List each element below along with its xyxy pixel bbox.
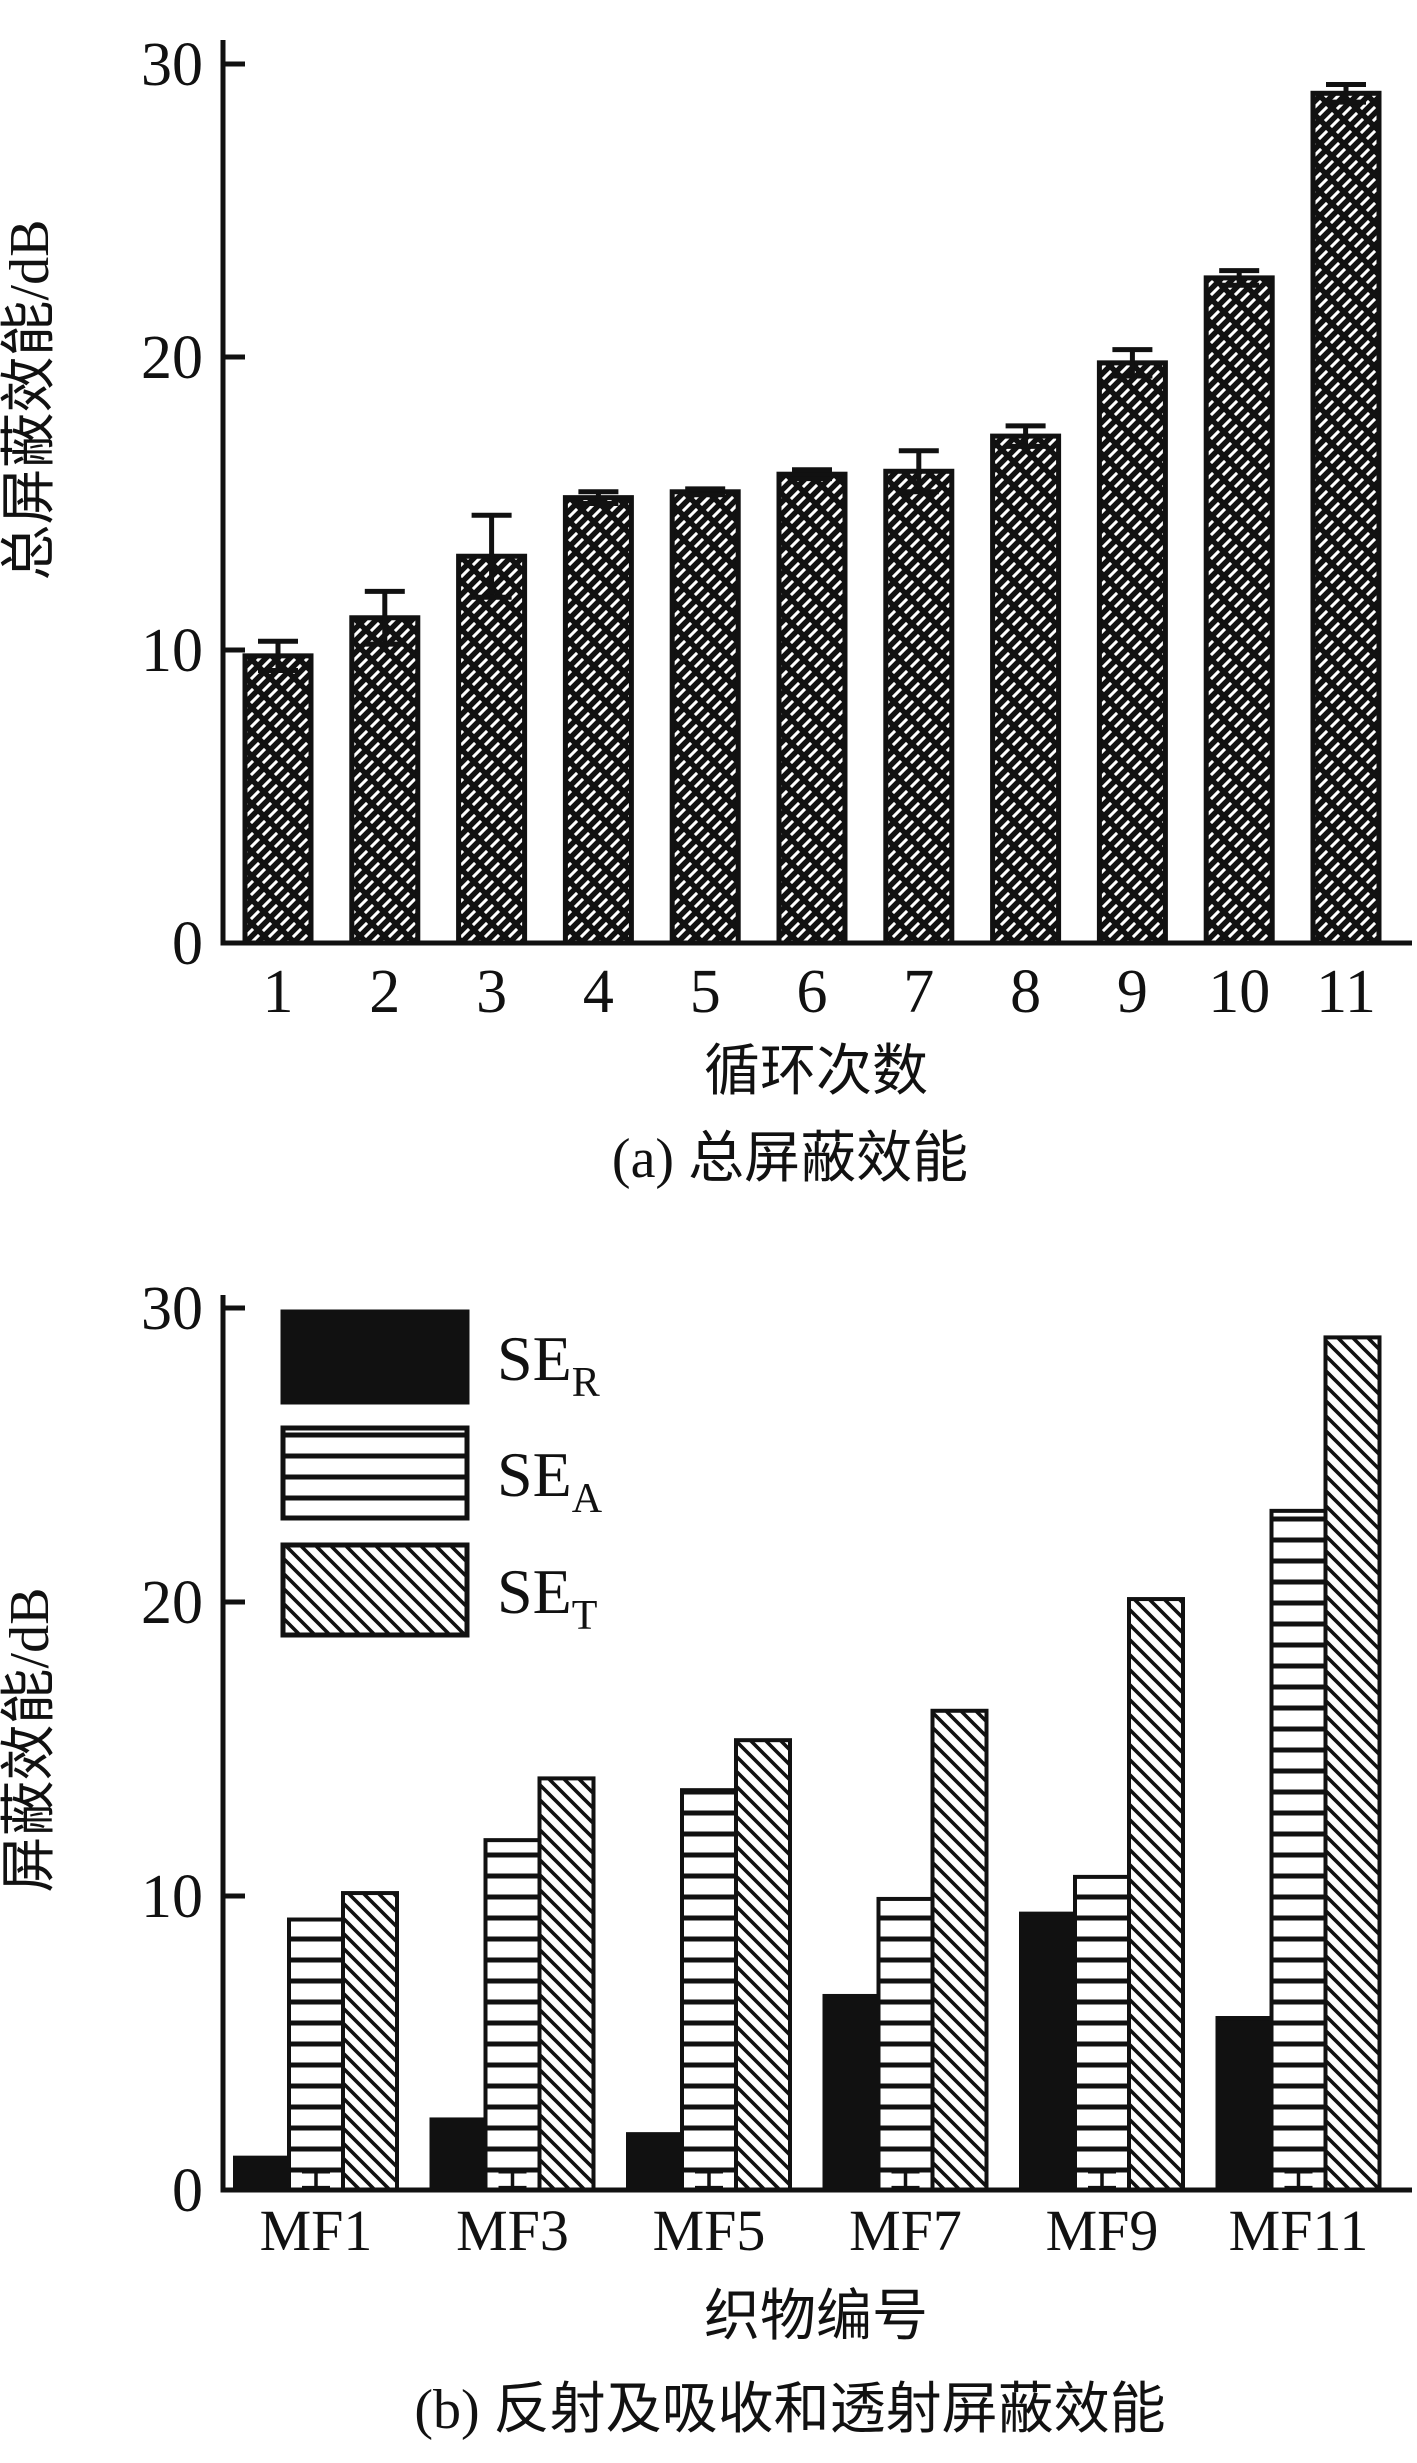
bar-a-3 [456, 553, 528, 946]
bar-b-MF3-SE_T [537, 1776, 596, 2193]
bar-b-MF9-SE_T [1127, 1597, 1185, 2192]
x-tick-label-10: 10 [1208, 958, 1270, 1026]
chart-b-plot: MF1 MF3 MF5 MF7 MF9 MF11 0 10 20 30 [141, 1275, 1412, 2263]
legend-swatch-SE_A [280, 1425, 470, 1521]
x-tick-label-2: 2 [369, 958, 400, 1026]
x-tick-label-MF7: MF7 [849, 2198, 962, 2263]
chart-a-caption: (a) 总屏蔽效能 [612, 1128, 968, 1190]
legend-swatch-SE_R [280, 1309, 470, 1405]
legend-swatch-SE_T [280, 1542, 470, 1638]
y-tick-label-20: 20 [141, 1569, 203, 1637]
bar-a-6 [776, 471, 848, 946]
y-tick-label-0: 0 [172, 2157, 203, 2225]
bar-b-MF11-SE_R [1215, 2016, 1274, 2193]
chart-a-xlabel: 循环次数 [704, 1041, 928, 1103]
chart-a-canvas: 1 2 3 4 5 6 7 8 9 10 11 0 10 20 30 总屏蔽效能/dB 循环次数 (a) 总… [0, 31, 1412, 1190]
y-tick-label-0: 0 [172, 910, 203, 978]
chart-a-plot: 1 2 3 4 5 6 7 8 9 10 11 0 10 20 30 [141, 31, 1412, 1026]
chart-b-legend: SER SEA SET [280, 1309, 603, 1639]
x-tick-label-8: 8 [1010, 958, 1041, 1026]
x-tick-label-MF11: MF11 [1229, 2198, 1369, 2263]
x-tick-label-MF9: MF9 [1046, 2198, 1159, 2263]
bar-b-MF3-SE_R [429, 2117, 488, 2192]
x-tick-label-6: 6 [797, 958, 828, 1026]
bar-b-MF11-SE_A [1269, 1508, 1328, 2192]
chart-b-canvas: MF1 MF3 MF5 MF7 MF9 MF11 0 10 20 30 SER SEA SET 屏蔽效… [0, 1275, 1412, 2441]
bar-a-8 [990, 433, 1062, 946]
legend-label-SE_R: SER [497, 1323, 600, 1406]
x-tick-label-5: 5 [690, 958, 721, 1026]
bar-b-MF1-SE_R [233, 2155, 291, 2192]
y-tick-label-30: 30 [141, 1275, 203, 1343]
bar-a-11 [1310, 90, 1382, 946]
bar-a-9 [1096, 360, 1168, 946]
bar-b-MF11-SE_T [1323, 1335, 1382, 2192]
y-tick-label-30: 30 [141, 31, 203, 99]
bar-b-MF5-SE_R [626, 2132, 684, 2193]
legend-label-SE_T: SET [497, 1556, 597, 1639]
bar-b-MF1-SE_T [341, 1891, 399, 2192]
bar-a-2 [349, 615, 421, 946]
bar-b-MF3-SE_A [483, 1838, 542, 2192]
legend-label-SE_A: SEA [497, 1439, 603, 1522]
x-tick-label-3: 3 [476, 958, 507, 1026]
bar-a-7 [883, 468, 955, 946]
chart-b-caption: (b) 反射及吸收和透射屏蔽效能 [414, 2379, 1165, 2441]
bar-b-MF1-SE_A [287, 1917, 345, 2193]
bar-b-MF9-SE_A [1073, 1874, 1131, 2192]
bar-a-5 [669, 489, 741, 946]
x-tick-label-MF1: MF1 [260, 2198, 373, 2263]
y-tick-label-10: 10 [141, 617, 203, 685]
x-tick-label-4: 4 [583, 958, 614, 1026]
x-tick-label-11: 11 [1316, 958, 1376, 1026]
bar-b-MF7-SE_A [876, 1896, 935, 2192]
x-tick-label-7: 7 [903, 958, 934, 1026]
bar-a-1 [242, 653, 314, 946]
y-tick-label-10: 10 [141, 1863, 203, 1931]
bar-b-MF5-SE_T [734, 1738, 792, 2192]
chart-a-ylabel: 总屏蔽效能/dB [0, 220, 61, 581]
bar-b-MF7-SE_R [822, 1993, 881, 2193]
chart-b-xlabel: 织物编号 [704, 2286, 928, 2348]
x-tick-label-MF3: MF3 [456, 2198, 569, 2263]
bar-b-MF7-SE_T [930, 1708, 989, 2192]
bar-b-MF9-SE_R [1019, 1911, 1077, 2192]
y-tick-label-20: 20 [141, 324, 203, 392]
bar-b-MF5-SE_A [680, 1788, 738, 2192]
x-tick-label-9: 9 [1117, 958, 1148, 1026]
x-tick-label-1: 1 [263, 958, 294, 1026]
bar-a-10 [1203, 275, 1275, 946]
chart-b-ylabel: 屏蔽效能/dB [0, 1588, 61, 1893]
bar-a-4 [562, 495, 634, 946]
x-tick-label-MF5: MF5 [653, 2198, 766, 2263]
